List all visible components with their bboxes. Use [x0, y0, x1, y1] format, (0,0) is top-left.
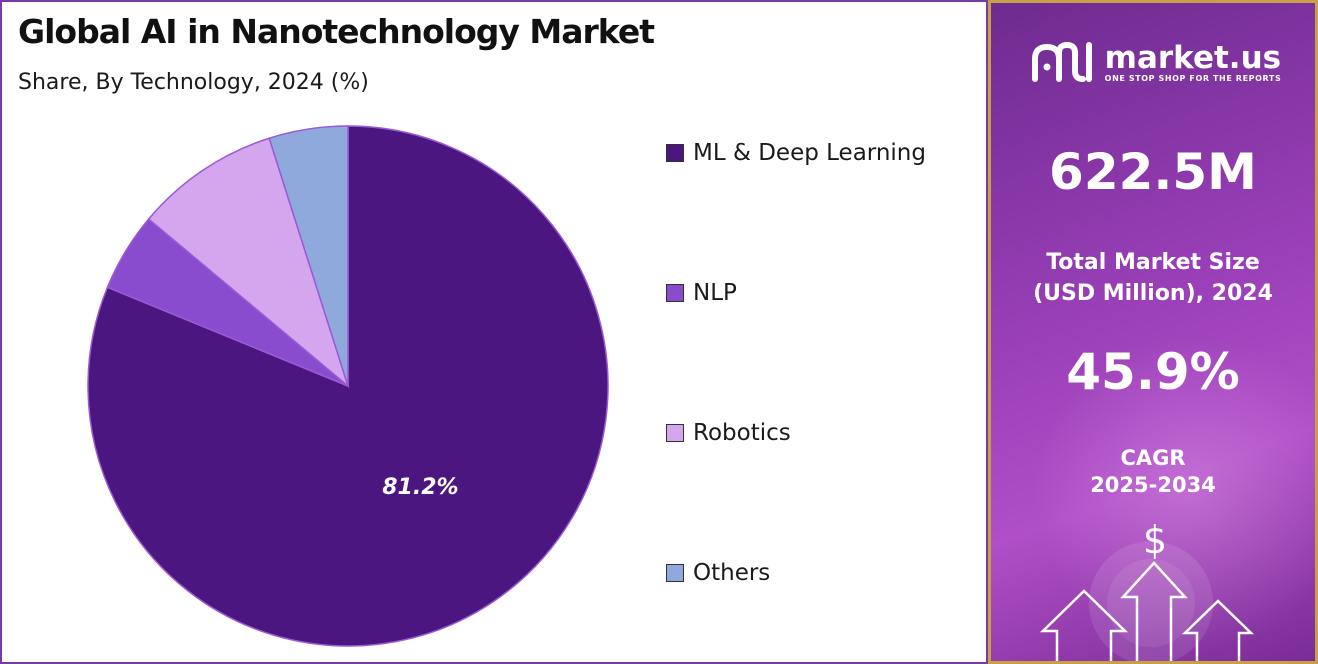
chart-panel: 81.2% Global AI in Nanotechnology Market… — [0, 0, 988, 664]
chart-subtitle: Share, By Technology, 2024 (%) — [18, 70, 369, 95]
pie-chart: 81.2% — [87, 125, 609, 647]
legend-swatch-others — [666, 564, 684, 582]
summary-panel: market.us ONE STOP SHOP FOR THE REPORTS … — [988, 0, 1318, 664]
brand: market.us ONE STOP SHOP FOR THE REPORTS — [1011, 37, 1301, 87]
market-size-value: 622.5M — [1049, 143, 1257, 201]
legend-label: Robotics — [693, 420, 791, 446]
background-glow — [1031, 333, 1315, 653]
pie-slice-robotics — [147, 137, 350, 389]
legend-label: ML & Deep Learning — [693, 140, 926, 166]
legend-label: Others — [693, 560, 771, 586]
legend-label: NLP — [693, 280, 737, 306]
brand-tagline: ONE STOP SHOP FOR THE REPORTS — [1104, 73, 1282, 83]
growth-arrows-icon: $ — [1039, 518, 1255, 661]
cagr-label-line1: CAGR — [1120, 446, 1186, 470]
market-size-label-line2: (USD Million), 2024 — [1033, 281, 1273, 306]
legend-swatch-nlp — [666, 284, 684, 302]
legend-swatch-robotics — [666, 424, 684, 442]
pie-data-label: 81.2% — [382, 475, 458, 500]
legend-item-others: Others — [666, 558, 770, 588]
legend-item-ml-deep-learning: ML & Deep Learning — [666, 138, 926, 168]
legend-swatch-ml-deep-learning — [666, 144, 684, 162]
brand-name: market.us — [1104, 39, 1282, 76]
market-us-logo-icon — [1031, 41, 1092, 82]
market-size-label-line1: Total Market Size — [1046, 250, 1260, 275]
cagr-label-line2: 2025-2034 — [1090, 473, 1216, 497]
pie-slice-others — [268, 125, 349, 387]
legend-item-nlp: NLP — [666, 278, 737, 308]
cagr-value: 45.9% — [1066, 343, 1240, 401]
dollar-sign: $ — [1143, 518, 1167, 562]
chart-title: Global AI in Nanotechnology Market — [18, 12, 655, 51]
legend-item-robotics: Robotics — [666, 418, 791, 448]
